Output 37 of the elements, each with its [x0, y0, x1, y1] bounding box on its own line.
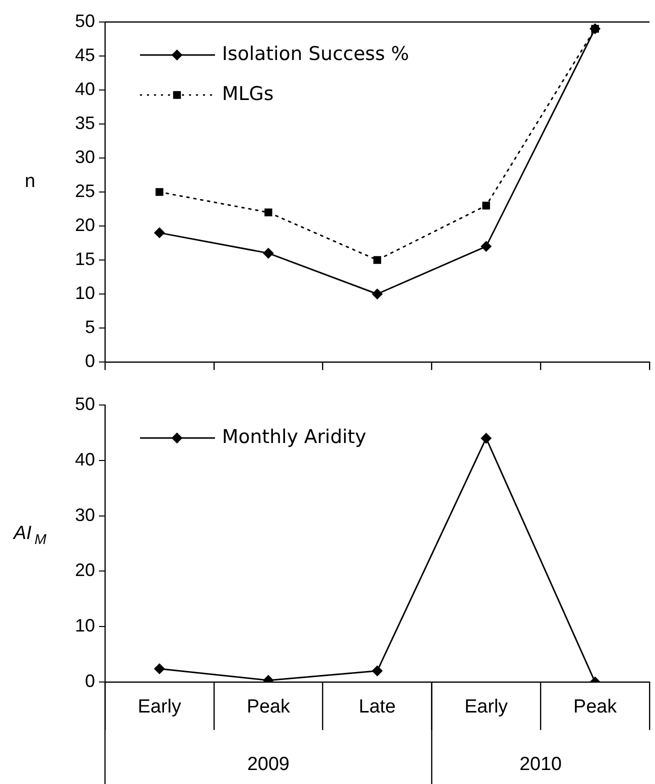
- point: [482, 202, 490, 210]
- legend-label: Monthly Aridity: [222, 426, 366, 448]
- x-tick-label: Late: [358, 696, 396, 718]
- x-tick-label: Early: [464, 696, 508, 718]
- text: 2010: [519, 754, 562, 776]
- y-tick-label: 40: [74, 449, 95, 470]
- legend-label: Isolation Success %: [222, 42, 410, 65]
- y-tick-label: 50: [74, 394, 95, 414]
- y-axis-title: n: [24, 171, 36, 192]
- point: [372, 288, 383, 300]
- point: [264, 208, 272, 216]
- point: [480, 432, 492, 444]
- y-tick-label: 0: [84, 350, 95, 371]
- point: [373, 256, 382, 264]
- y-tick-label: 20: [74, 214, 95, 235]
- y-tick-label: 10: [74, 282, 95, 303]
- y-tick-label: 30: [74, 146, 95, 167]
- x-tick-label: Early: [138, 696, 182, 718]
- y-tick-label: 15: [74, 248, 95, 269]
- y-tick-label: 35: [74, 112, 95, 133]
- point: [154, 227, 165, 238]
- y-tick-label: 50: [74, 10, 95, 31]
- y-tick-label: 45: [74, 44, 95, 65]
- text: 2009: [247, 754, 290, 776]
- x-tick-label: Peak: [246, 696, 290, 718]
- point: [480, 240, 492, 252]
- point: [156, 188, 164, 196]
- y-tick-label: 5: [84, 316, 95, 337]
- point: [262, 248, 274, 259]
- y-tick-label: 20: [74, 560, 95, 580]
- y-tick-label: 10: [74, 616, 95, 636]
- y-tick-label: 25: [74, 180, 95, 201]
- y-tick-label: 30: [74, 504, 95, 525]
- y-tick-label: 40: [74, 78, 95, 99]
- x-tick-label: Peak: [573, 696, 618, 718]
- y-tick-label: 0: [84, 670, 95, 691]
- legend-label: MLGs: [222, 82, 274, 105]
